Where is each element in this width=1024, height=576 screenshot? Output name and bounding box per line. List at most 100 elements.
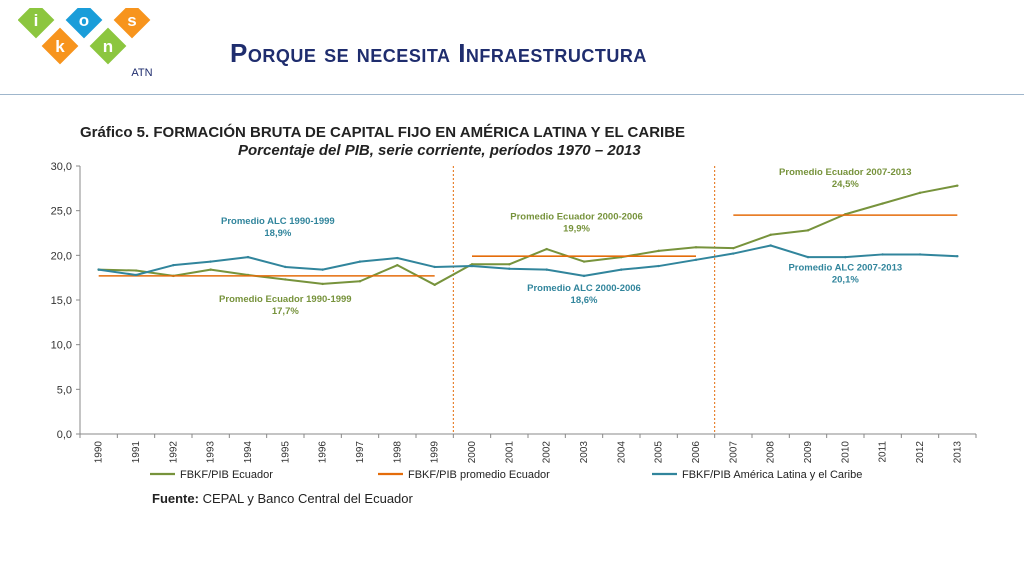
x-tick-label: 1990: [94, 441, 105, 464]
series-point: [321, 268, 324, 271]
y-tick-label: 10,0: [51, 340, 72, 352]
title-divider: [0, 94, 1024, 95]
series-point: [545, 268, 548, 271]
y-tick-label: 15,0: [51, 295, 72, 307]
x-tick-label: 1998: [392, 441, 403, 464]
page-title: Porque se necesita Infraestructura: [230, 38, 647, 68]
y-tick-label: 5,0: [57, 384, 72, 396]
series-point: [732, 252, 735, 255]
legend-item: FBKF/PIB Ecuador: [150, 469, 273, 481]
series-point: [918, 191, 922, 194]
series-point: [508, 263, 511, 266]
x-tick-label: 2003: [579, 441, 590, 464]
series-point: [582, 260, 586, 263]
chart-subtitle: Porcentaje del PIB, serie corriente, per…: [238, 142, 641, 159]
logo-letter: i: [34, 11, 39, 30]
logo-letter: s: [127, 11, 136, 30]
x-tick-label: 2004: [616, 441, 627, 464]
y-tick-label: 0,0: [57, 429, 72, 441]
series-point: [956, 255, 959, 258]
series-point: [358, 260, 362, 263]
x-tick-label: 2009: [803, 441, 814, 464]
fbkf-line-chart: 0,0 5,0 10,0 15,0 20,0 25,0 30,0 1990 1991 1992 19…: [51, 161, 977, 481]
series-point: [657, 264, 660, 268]
x-tick-label: 1994: [243, 441, 254, 464]
series-point: [433, 283, 436, 287]
series-point: [657, 249, 660, 253]
series-point: [508, 267, 511, 270]
legend-item: FBKF/PIB América Latina y el Caribe: [652, 469, 862, 481]
series-point: [97, 268, 100, 271]
annotation-value: 18,6%: [571, 295, 598, 306]
annotation-value: 17,7%: [272, 306, 299, 317]
annotation-label: Promedio ALC 1990-1999: [221, 216, 335, 227]
x-tick-label: 2000: [467, 441, 478, 464]
x-tick-label: 1999: [430, 441, 441, 464]
series-point: [582, 274, 586, 278]
series-point: [470, 263, 474, 266]
logo-diamond: [89, 27, 127, 65]
x-tick-label: 1995: [280, 441, 291, 464]
logo-tile-s: s: [113, 8, 151, 39]
series-line: [98, 244, 958, 277]
chart-title: Gráfico 5. FORMACIÓN BRUTA DE CAPITAL FI…: [80, 124, 686, 141]
series-point: [284, 265, 287, 269]
logo-tile-i: i: [18, 8, 55, 39]
series-point: [806, 229, 810, 232]
series-point: [470, 264, 474, 268]
annotation-label: Promedio Ecuador 1990-1999: [219, 294, 352, 305]
series-point: [284, 278, 287, 281]
logo-letter: k: [55, 37, 65, 56]
series-point: [620, 268, 623, 271]
series-point: [172, 263, 175, 267]
legend-label: FBKF/PIB América Latina y el Caribe: [682, 469, 862, 481]
series-point: [881, 202, 884, 205]
x-tick-label: 1993: [206, 441, 217, 464]
source-note: Fuente: CEPAL y Banco Central del Ecuado…: [152, 491, 413, 506]
series-point: [321, 282, 324, 286]
annotation-label: Promedio Ecuador 2000-2006: [510, 212, 643, 223]
y-tick-label: 20,0: [51, 250, 72, 262]
series-point: [844, 255, 847, 259]
series-point: [134, 273, 138, 277]
source-label: Fuente:: [152, 491, 199, 506]
legend-label: FBKF/PIB Ecuador: [180, 469, 273, 481]
series-point: [209, 268, 212, 271]
annotation-label: Promedio Ecuador 2007-2013: [779, 167, 912, 178]
y-tick-label: 30,0: [51, 161, 72, 173]
series-point: [732, 246, 735, 250]
logo-letter: o: [79, 11, 89, 30]
series-point: [209, 260, 212, 263]
annotation-value: 19,9%: [563, 224, 590, 235]
series-point: [134, 269, 138, 272]
series-point: [433, 265, 436, 269]
x-tick-label: 2007: [728, 441, 739, 464]
x-tick-label: 1991: [131, 441, 142, 464]
annotation-value: 18,9%: [264, 228, 291, 239]
x-tick-label: 2008: [766, 441, 777, 464]
series-point: [545, 247, 548, 251]
x-tick-label: 1992: [168, 441, 179, 464]
series-point: [694, 246, 698, 249]
x-tick-label: 2002: [542, 441, 553, 464]
y-tick-label: 25,0: [51, 206, 72, 218]
series-point: [694, 258, 698, 261]
series-point: [396, 256, 399, 260]
x-tick-label: 2011: [878, 441, 889, 463]
logo-diamond: [41, 27, 79, 65]
series-point: [358, 280, 362, 283]
series-point: [769, 233, 772, 236]
series-point: [396, 263, 399, 267]
legend-label: FBKF/PIB promedio Ecuador: [408, 469, 550, 481]
legend-item: FBKF/PIB promedio Ecuador: [378, 469, 550, 481]
annotation-value: 24,5%: [832, 179, 859, 190]
series-point: [918, 253, 922, 256]
annotation-value: 20,1%: [832, 275, 859, 286]
logo-tile-o: o: [65, 8, 103, 39]
logo-tile-k: k: [41, 27, 79, 65]
